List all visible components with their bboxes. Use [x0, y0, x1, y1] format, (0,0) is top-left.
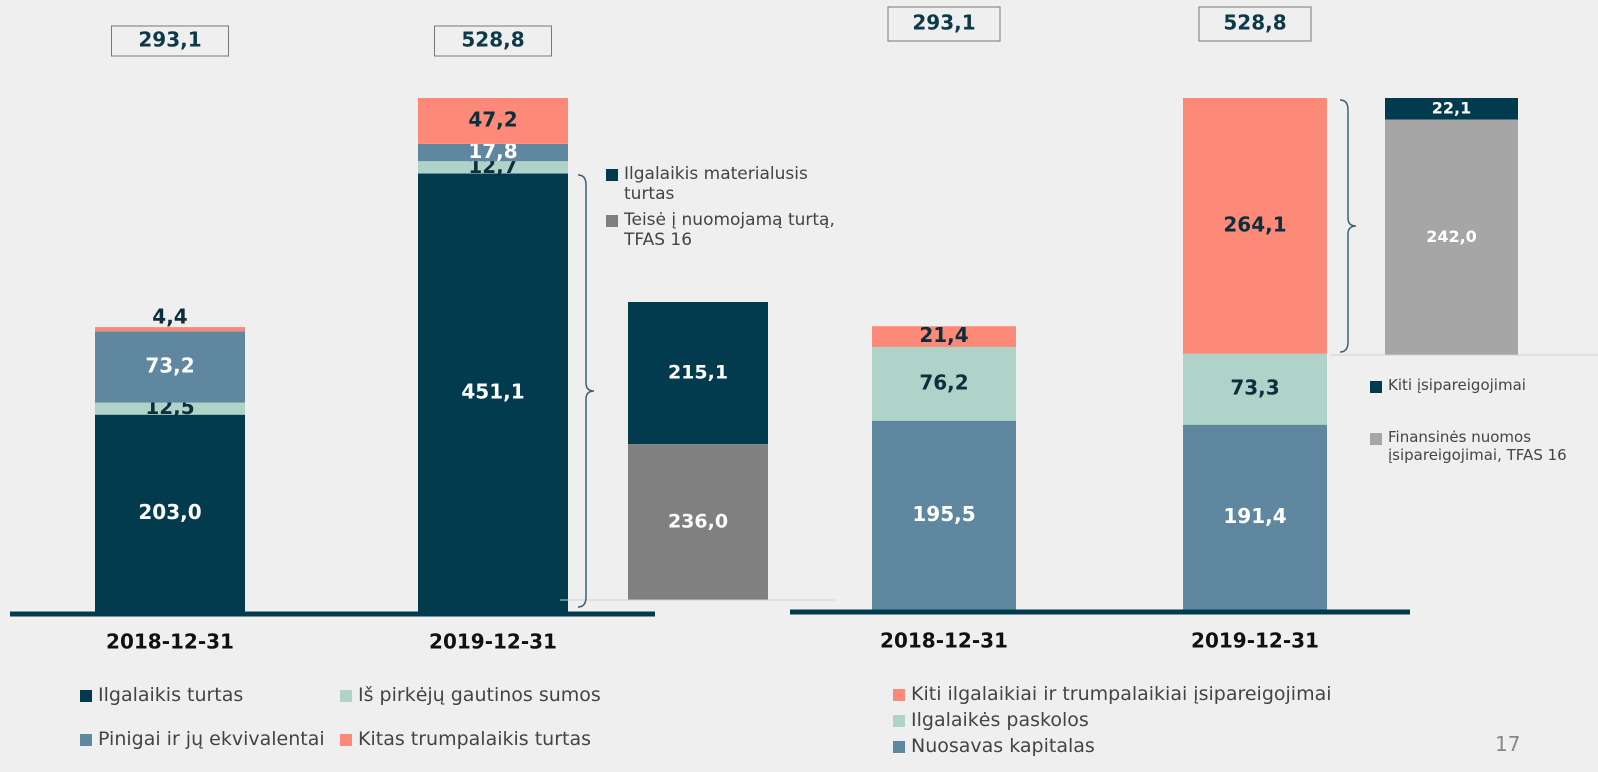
total-box — [111, 25, 229, 57]
total-box — [434, 25, 552, 57]
legend-swatch — [893, 714, 905, 727]
breakdown-segment — [1385, 98, 1518, 120]
bar-segment — [95, 414, 245, 612]
legend-label: Kiti ilgalaikiai ir trumpalaikiai įsipar… — [911, 683, 1332, 705]
bar-segment — [872, 346, 1016, 421]
legend-label: Ilgalaikis materialusis turtas — [624, 164, 808, 204]
legend-item: Pinigai ir jų ekvivalentai — [80, 728, 325, 750]
breakdown-value-label: 215,1 — [668, 362, 728, 384]
brace — [1339, 99, 1357, 353]
legend-swatch — [340, 733, 352, 746]
bar-segment — [418, 173, 568, 613]
legend-swatch — [80, 733, 92, 746]
total-label: 293,1 — [138, 28, 201, 52]
value-label: 203,0 — [138, 500, 201, 524]
bar-segment — [418, 143, 568, 162]
value-label: 21,4 — [919, 323, 968, 347]
legend-item: Ilgalaikės paskolos — [893, 709, 1089, 731]
legend-label: Kitas trumpalaikis turtas — [358, 728, 592, 750]
bar-segment — [418, 161, 568, 174]
breakdown-legend-item: Teisė į nuomojamą turtą, TFAS 16 — [606, 210, 856, 250]
bar-segment — [1183, 424, 1327, 610]
breakdown-legend-item: Finansinės nuomos įsipareigojimai, TFAS … — [1370, 428, 1598, 464]
legend-label: Finansinės nuomos įsipareigojimai, TFAS … — [1388, 428, 1567, 464]
bar-segment — [872, 420, 1016, 610]
bar-segment — [95, 402, 245, 415]
legend-label: Pinigai ir jų ekvivalentai — [98, 728, 325, 750]
legend-item: Nuosavas kapitalas — [893, 735, 1095, 757]
legend-swatch — [1370, 380, 1382, 393]
legend-swatch — [893, 740, 905, 753]
legend-swatch — [80, 689, 92, 702]
breakdown-legend-item: Kiti įsipareigojimai — [1370, 376, 1598, 394]
bar-segment — [1183, 353, 1327, 425]
breakdown-segment — [628, 302, 768, 445]
value-label: 195,5 — [912, 502, 975, 526]
legend-label: Teisė į nuomojamą turtą, TFAS 16 — [624, 210, 835, 250]
legend-label: Ilgalaikės paskolos — [911, 709, 1089, 731]
category-label: 2018-12-31 — [106, 630, 234, 654]
value-label: 73,2 — [145, 353, 194, 377]
legend-item: Kitas trumpalaikis turtas — [340, 728, 591, 750]
category-label: 2018-12-31 — [880, 629, 1008, 653]
bar-segment — [95, 331, 245, 403]
value-label: 76,2 — [919, 370, 968, 394]
total-box — [1198, 6, 1312, 42]
breakdown-legend-item: Ilgalaikis materialusis turtas — [606, 164, 856, 204]
legend-swatch — [606, 215, 618, 228]
legend-label: Ilgalaikis turtas — [98, 684, 244, 706]
legend-swatch — [606, 169, 618, 182]
legend-swatch — [340, 689, 352, 702]
value-label: 451,1 — [461, 379, 524, 403]
value-label: 4,4 — [152, 305, 187, 329]
legend-label: Kiti įsipareigojimai — [1388, 376, 1526, 394]
legend-swatch — [893, 688, 905, 701]
legend-label: Nuosavas kapitalas — [911, 735, 1095, 757]
brace — [577, 174, 595, 608]
total-label: 293,1 — [912, 11, 975, 35]
bar-segment — [95, 327, 245, 332]
breakdown-segment — [1385, 119, 1518, 356]
legend-item: Ilgalaikis turtas — [80, 684, 243, 706]
legend-label: Iš pirkėjų gautinos sumos — [358, 684, 601, 706]
breakdown-value-label: 236,0 — [668, 511, 728, 533]
value-label: 264,1 — [1223, 212, 1286, 236]
page-number: 17 — [1495, 732, 1521, 756]
value-label: 191,4 — [1223, 504, 1286, 528]
breakdown-segment — [628, 444, 768, 600]
bar-segment — [872, 326, 1016, 347]
total-label: 528,8 — [1223, 11, 1286, 35]
legend-item: Iš pirkėjų gautinos sumos — [340, 684, 601, 706]
bar-segment — [418, 98, 568, 144]
breakdown-value-label: 22,1 — [1432, 98, 1471, 117]
total-box — [887, 6, 1001, 42]
value-label: 73,3 — [1230, 376, 1279, 400]
value-label: 47,2 — [468, 107, 517, 131]
breakdown-value-label: 242,0 — [1426, 227, 1477, 246]
category-label: 2019-12-31 — [1191, 629, 1319, 653]
legend-swatch — [1370, 432, 1382, 445]
legend-item: Kiti ilgalaikiai ir trumpalaikiai įsipar… — [893, 683, 1332, 705]
total-label: 528,8 — [461, 28, 524, 52]
category-label: 2019-12-31 — [429, 630, 557, 654]
bar-segment — [1183, 98, 1327, 354]
